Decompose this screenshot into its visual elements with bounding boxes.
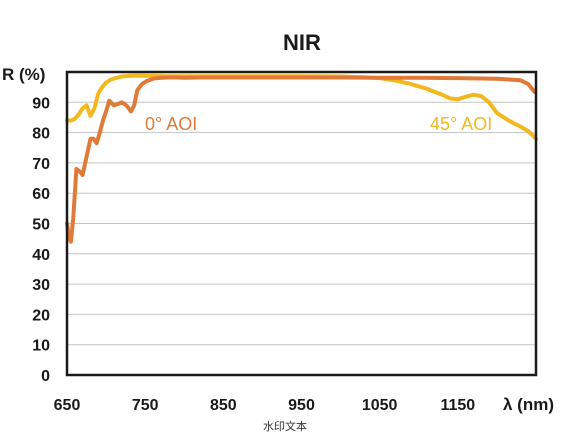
- series-label-0-aoi: 0° AOI: [145, 114, 197, 134]
- chart-title: NIR: [283, 30, 321, 55]
- x-tick-label-1050: 1050: [362, 397, 398, 414]
- x-tick-label-950: 950: [288, 397, 315, 414]
- x-tick-label-650: 650: [54, 397, 81, 414]
- y-tick-label-10: 10: [32, 338, 50, 355]
- grid-lines: [67, 101, 536, 346]
- y-tick-labels: 0 10 20 30 40 50 60 70 80 90: [32, 95, 50, 385]
- y-axis-label: R (%): [2, 65, 45, 84]
- y-tick-label-30: 30: [32, 277, 50, 294]
- series-label-45-aoi: 45° AOI: [430, 114, 492, 134]
- x-axis-label: λ (nm): [503, 395, 554, 414]
- series-lines: [65, 73, 538, 244]
- y-tick-label-0: 0: [41, 368, 50, 385]
- y-tick-label-40: 40: [32, 247, 50, 264]
- x-tick-labels: 650 750 850 950 1050 1150: [54, 397, 476, 414]
- y-tick-label-70: 70: [32, 156, 50, 173]
- y-tick-label-20: 20: [32, 307, 50, 324]
- y-tick-label-50: 50: [32, 217, 50, 234]
- plot-frame: [65, 70, 538, 377]
- x-tick-label-1150: 1150: [440, 397, 475, 414]
- x-tick-label-850: 850: [210, 397, 237, 414]
- y-tick-label-60: 60: [32, 186, 50, 203]
- series-line-0: [65, 75, 537, 244]
- watermark-text: 水印文本: [263, 419, 307, 433]
- x-tick-label-750: 750: [132, 397, 159, 414]
- y-tick-label-90: 90: [32, 95, 50, 112]
- y-tick-label-80: 80: [32, 126, 50, 143]
